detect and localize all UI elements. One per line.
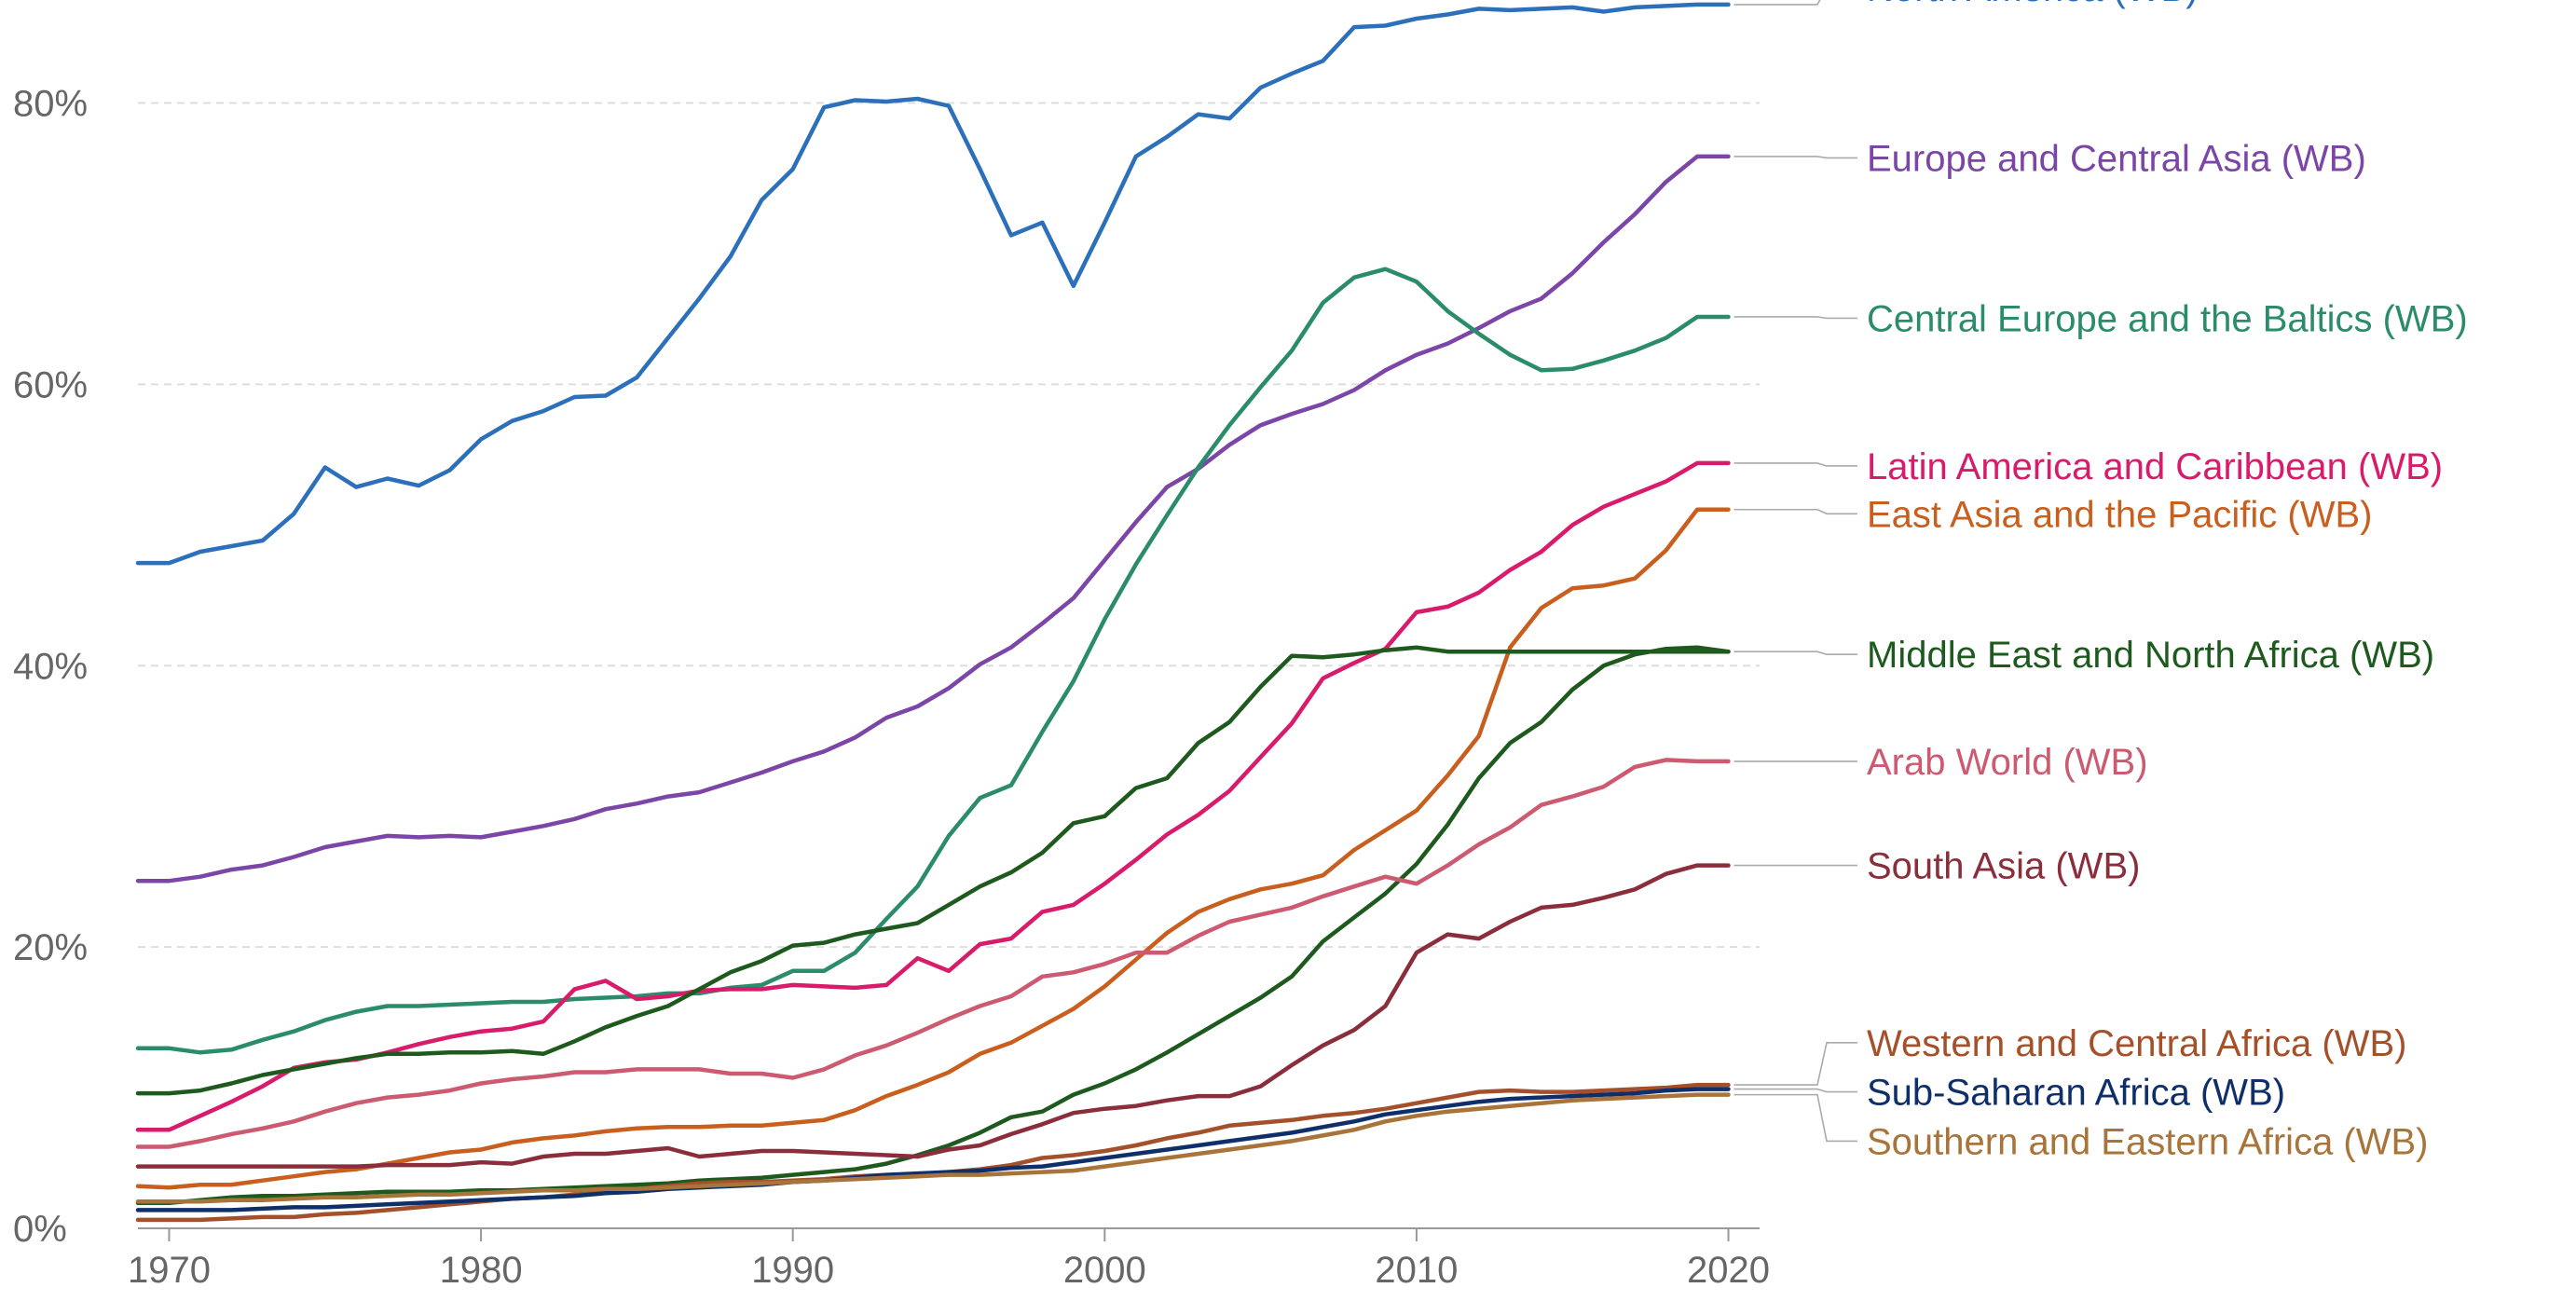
series-label-western-and-central-africa: Western and Central Africa (WB) (1867, 1023, 2406, 1064)
y-axis: 0% 20% 40% 60% 80% (13, 84, 88, 1250)
series-line-latin-america-and-caribbean (135, 460, 1731, 1132)
series-label-central-europe-and-the-baltics: Central Europe and the Baltics (WB) (1867, 298, 2468, 339)
y-tick-label: 40% (13, 646, 88, 687)
x-tick-label: 1980 (440, 1250, 523, 1291)
y-tick-label: 0% (13, 1209, 67, 1250)
leader-latin-america-and-caribbean (1733, 462, 1857, 467)
label-leaders (1733, 0, 1857, 1143)
series-lines (135, 2, 1731, 1223)
series-line-north-america (135, 2, 1731, 566)
leader-north-america (1733, 0, 1821, 6)
series-label-middle-east-and-north-africa: Middle East and North Africa (WB) (1867, 635, 2434, 676)
leader-central-europe-and-the-baltics (1733, 316, 1857, 320)
series-label-south-asia: South Asia (WB) (1867, 846, 2140, 887)
series-label-north-america: North America (WB) (1867, 0, 2199, 9)
leader-sub-saharan-africa (1733, 1088, 1857, 1093)
series-line-middle-east-and-north-africa (135, 645, 1731, 1206)
x-tick-label: 2000 (1063, 1250, 1146, 1291)
leader-europe-and-central-asia (1733, 156, 1857, 159)
series-label-sub-saharan-africa: Sub-Saharan Africa (WB) (1867, 1073, 2285, 1114)
series-line-sub-saharan-africa (135, 1087, 1731, 1212)
x-tick-label: 2020 (1687, 1250, 1770, 1291)
series-label-east-asia-and-the-pacific: East Asia and the Pacific (WB) (1867, 494, 2372, 535)
series-line-europe-and-central-asia (135, 154, 1731, 884)
x-tick-label: 1990 (751, 1250, 834, 1291)
x-tick-label: 1970 (128, 1250, 211, 1291)
leader-middle-east-and-north-africa (1733, 651, 1857, 656)
series-line-southern-and-eastern-africa (135, 1092, 1731, 1204)
series-label-europe-and-central-asia: Europe and Central Asia (WB) (1867, 138, 2366, 179)
series-label-southern-and-eastern-africa: Southern and Eastern Africa (WB) (1867, 1121, 2429, 1162)
series-line-south-asia (135, 863, 1731, 1169)
series-label-latin-america-and-caribbean: Latin America and Caribbean (WB) (1867, 446, 2443, 487)
series-line-arab-world (135, 758, 1731, 1149)
leader-western-and-central-africa (1733, 1041, 1857, 1086)
leader-southern-and-eastern-africa (1733, 1093, 1857, 1143)
series-line-east-asia-and-the-pacific (135, 507, 1731, 1190)
y-tick-label: 80% (13, 84, 88, 125)
series-line-middle-east-and-north-africa-secondary (135, 645, 1731, 1096)
series-line-central-europe-and-the-baltics (135, 267, 1731, 1055)
gridlines (138, 102, 1760, 1229)
series-label-arab-world: Arab World (WB) (1867, 742, 2148, 783)
leader-east-asia-and-the-pacific (1733, 508, 1857, 515)
x-axis: 1970 1980 1990 2000 2010 2020 (128, 1228, 1770, 1291)
y-tick-label: 20% (13, 927, 88, 968)
y-tick-label: 60% (13, 364, 88, 405)
x-tick-label: 2010 (1375, 1250, 1458, 1291)
series-labels: North America (WB) Europe and Central Asi… (1867, 0, 2468, 1162)
